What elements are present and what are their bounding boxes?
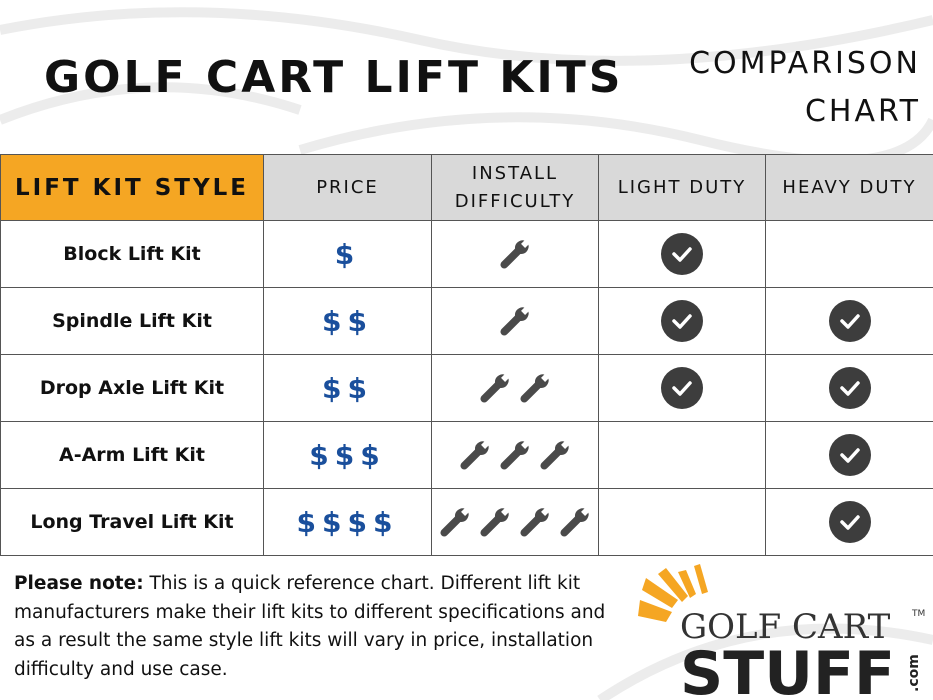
column-header-light-duty: LIGHT DUTY — [598, 154, 766, 221]
price-rating: $$ — [263, 287, 432, 355]
price-rating: $ — [263, 220, 432, 288]
heavy-duty-cell — [765, 488, 933, 556]
kit-name: A-Arm Lift Kit — [0, 421, 264, 489]
svg-text:.com: .com — [906, 654, 922, 692]
heavy-duty-cell — [765, 421, 933, 489]
heavy-duty-cell — [765, 287, 933, 355]
kit-name: Block Lift Kit — [0, 220, 264, 288]
light-duty-cell — [598, 488, 766, 556]
svg-text:TM: TM — [911, 609, 925, 619]
install-difficulty — [431, 287, 599, 355]
kit-name: Long Travel Lift Kit — [0, 488, 264, 556]
table-row: Spindle Lift Kit $$ — [0, 287, 933, 355]
table-row: Block Lift Kit $ — [0, 220, 933, 288]
wrench-icon — [500, 305, 531, 336]
install-difficulty — [431, 421, 599, 489]
page-title: GOLF CART LIFT KITS — [44, 52, 624, 103]
comparison-table: LIFT KIT STYLE PRICE INSTALL DIFFICULTY … — [0, 154, 933, 556]
install-difficulty — [431, 220, 599, 288]
table-row: Drop Axle Lift Kit $$ — [0, 354, 933, 422]
column-header-heavy-duty: HEAVY DUTY — [765, 154, 933, 221]
wrench-icon — [460, 439, 491, 470]
svg-text:STUFF: STUFF — [680, 639, 895, 700]
column-header-difficulty: INSTALL DIFFICULTY — [431, 154, 599, 221]
price-rating: $$$$ — [263, 488, 432, 556]
wrench-icon — [500, 238, 531, 269]
kit-name: Drop Axle Lift Kit — [0, 354, 264, 422]
check-circle-icon — [828, 300, 871, 342]
install-difficulty — [431, 488, 599, 556]
wrench-icon — [520, 372, 551, 403]
wrench-icon — [500, 439, 531, 470]
check-circle-icon — [661, 367, 703, 409]
svg-text:GOLF CART: GOLF CART — [680, 607, 891, 647]
page-subtitle: COMPARISON CHART — [689, 46, 921, 129]
price-rating: $$$ — [263, 421, 432, 489]
wrench-icon — [480, 372, 511, 403]
check-circle-icon — [661, 233, 703, 275]
table-header-row: LIFT KIT STYLE PRICE INSTALL DIFFICULTY … — [0, 154, 933, 221]
check-circle-icon — [828, 367, 871, 409]
wrench-icon — [560, 506, 591, 537]
kit-name: Spindle Lift Kit — [0, 287, 264, 355]
price-rating: $$ — [263, 354, 432, 422]
check-circle-icon — [828, 501, 871, 543]
light-duty-cell — [598, 287, 766, 355]
light-duty-cell — [598, 354, 766, 422]
wrench-icon — [440, 506, 471, 537]
column-header-style: LIFT KIT STYLE — [0, 154, 264, 221]
column-header-price: PRICE — [263, 154, 432, 221]
wrench-icon — [480, 506, 511, 537]
light-duty-cell — [598, 421, 766, 489]
wrench-icon — [520, 506, 551, 537]
golf-cart-stuff-logo: GOLF CART TM STUFF .com — [638, 564, 925, 700]
check-circle-icon — [661, 300, 703, 342]
wrench-icon — [540, 439, 571, 470]
disclaimer-note: Please note: This is a quick reference c… — [14, 573, 606, 680]
check-circle-icon — [828, 434, 871, 476]
install-difficulty — [431, 354, 599, 422]
table-row: A-Arm Lift Kit $$$ — [0, 421, 933, 489]
heavy-duty-cell — [765, 220, 933, 288]
light-duty-cell — [598, 220, 766, 288]
table-row: Long Travel Lift Kit $$$$ — [0, 488, 933, 556]
heavy-duty-cell — [765, 354, 933, 422]
